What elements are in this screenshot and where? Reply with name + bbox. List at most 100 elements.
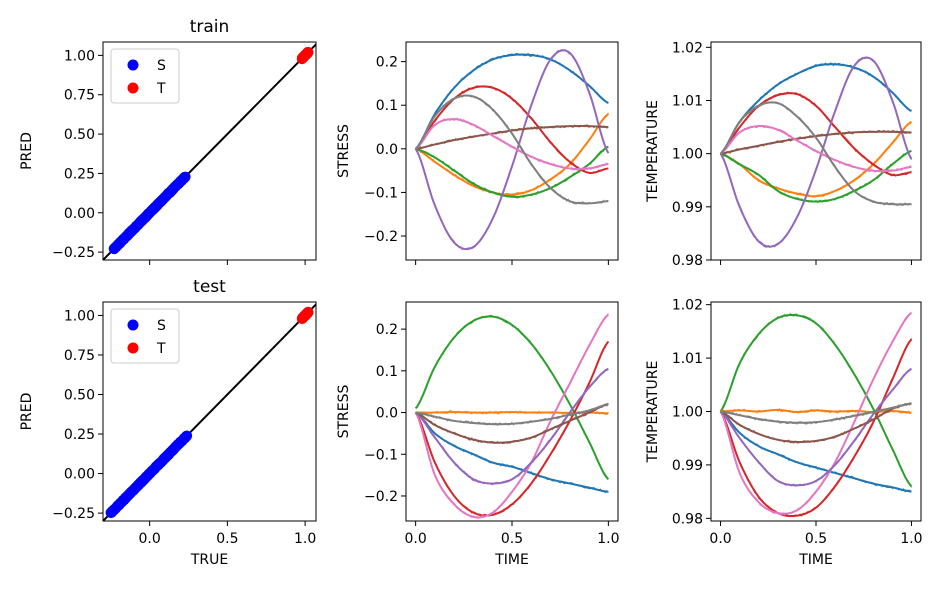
y-tick-label: 0.00 [64, 206, 95, 222]
series-noisy-line [720, 56, 912, 249]
y-axis-label: TEMPERATURE [645, 100, 661, 203]
scatter-point [180, 171, 191, 183]
series-noisy-line [720, 62, 912, 154]
series-line [414, 49, 610, 251]
y-tick-label: 1.02 [672, 40, 703, 56]
legend-label-s: S [157, 318, 166, 334]
series-noisy-line [720, 313, 912, 488]
y-tick-label: −0.25 [52, 245, 95, 261]
x-axis-label: TIME [494, 552, 529, 568]
x-tick-label: 0.5 [501, 531, 523, 547]
x-tick-label: 0.0 [709, 531, 731, 547]
y-tick-label: 0.25 [64, 166, 95, 182]
y-tick-label: 1.00 [64, 308, 95, 324]
x-tick-label: 0.5 [216, 531, 238, 547]
subplot-test-temperature: 0.0 0.5 1.0 0.98 0.99 1.00 1.01 1.02 TIME TEMPERA… [645, 298, 923, 568]
y-tick-label: 0.25 [64, 427, 95, 443]
y-tick-label: 1.00 [672, 405, 703, 421]
series-noisy-line [415, 402, 609, 427]
series-noisy-line [415, 314, 609, 480]
y-axis-label: STRESS [336, 124, 352, 178]
series-noisy-line [720, 337, 912, 518]
series-noisy-line [415, 146, 609, 199]
series-s-points [108, 171, 191, 255]
legend-marker-t [127, 342, 139, 354]
y-tick-label: −0.1 [364, 447, 398, 463]
subplot-title: test [193, 277, 226, 297]
series-noisy-line [720, 410, 912, 493]
subplot-train-temperature: 0.98 0.99 1.00 1.01 1.02 TEMPERATURE [645, 40, 922, 269]
series-noisy-line [415, 124, 609, 150]
subplot-train-stress: −0.2 −0.1 0.0 0.1 0.2 STRESS [336, 41, 619, 265]
axes-frame [102, 41, 317, 261]
y-tick-label: −0.1 [364, 185, 398, 201]
series-noisy-line [720, 407, 912, 415]
series-noisy-line [720, 150, 912, 204]
series-t-points [296, 46, 314, 65]
y-axis-label: STRESS [336, 385, 352, 439]
y-tick-label: 0.50 [64, 127, 95, 143]
plot-area [719, 311, 913, 518]
series-noisy-line [720, 312, 912, 516]
scatter-point [303, 307, 314, 318]
y-tick-label: 1.00 [64, 48, 95, 64]
series-noisy-line [720, 124, 912, 173]
x-tick-label: 0.5 [805, 531, 827, 547]
legend-label-t: T [156, 341, 166, 357]
series-line [720, 150, 912, 203]
series-noisy-line [415, 49, 609, 251]
y-tick-label: 1.02 [672, 298, 703, 314]
x-tick-label: 1.0 [900, 531, 922, 547]
y-tick-label: −0.2 [364, 229, 398, 245]
legend-marker-s [127, 59, 139, 71]
y-tick-label: 0.00 [64, 467, 95, 483]
y-tick-label: 0.1 [376, 364, 398, 380]
series-noisy-line [415, 368, 609, 486]
y-axis-label: TEMPERATURE [645, 361, 661, 464]
subplot-test-stress: 0.0 0.5 1.0 −0.2 −0.1 0.0 0.1 0.2 TIME STRESS [336, 301, 619, 568]
legend: ST [110, 48, 180, 104]
y-tick-label: 0.2 [376, 55, 398, 71]
axes-frame [405, 41, 619, 261]
y-tick-label: 0.99 [672, 200, 703, 216]
series-line [414, 94, 609, 205]
series-noisy-line [415, 94, 609, 205]
x-tick-label: 1.0 [597, 531, 619, 547]
y-tick-label: 0.98 [672, 253, 703, 269]
series-noisy-line [415, 403, 609, 445]
x-tick-label: 1.0 [294, 531, 316, 547]
series-noisy-line [415, 340, 609, 517]
axes-frame [102, 301, 317, 522]
series-noisy-line [415, 410, 609, 415]
legend: ST [110, 308, 180, 364]
series-line [415, 403, 609, 426]
y-tick-label: 1.01 [672, 351, 703, 367]
series-noisy-line [415, 313, 609, 519]
legend-marker-s [127, 319, 139, 331]
subplot-test-parity: 0.0 0.5 1.0 −0.25 0.00 0.25 0.50 0.75 1.00 test TR… [19, 277, 317, 568]
series-noisy-line [415, 411, 609, 494]
x-axis-label: TRUE [190, 552, 228, 568]
y-axis-label: PRED [19, 393, 35, 431]
plot-area [414, 313, 610, 519]
y-tick-label: 0.75 [64, 348, 95, 364]
y-tick-label: 0.99 [672, 458, 703, 474]
plot-area [103, 42, 316, 260]
series-noisy-line [720, 368, 912, 487]
subplot-train-parity: −0.25 0.00 0.25 0.50 0.75 1.00 train PRED ST [19, 17, 317, 265]
scatter-point [303, 47, 314, 58]
x-tick-label: 0.0 [405, 531, 427, 547]
legend-label-s: S [157, 58, 166, 74]
series-noisy-line [720, 402, 912, 425]
y-tick-label: 0.2 [376, 322, 398, 338]
y-tick-label: 0.75 [64, 88, 95, 104]
scatter-point [181, 430, 193, 441]
y-tick-label: 0.50 [64, 388, 95, 404]
x-axis-label: TIME [798, 552, 833, 568]
series-s-points [105, 430, 193, 518]
legend-box [110, 308, 180, 364]
y-tick-label: 0.0 [376, 406, 398, 422]
series-noisy-line [720, 121, 912, 198]
y-axis-label: PRED [19, 132, 35, 170]
